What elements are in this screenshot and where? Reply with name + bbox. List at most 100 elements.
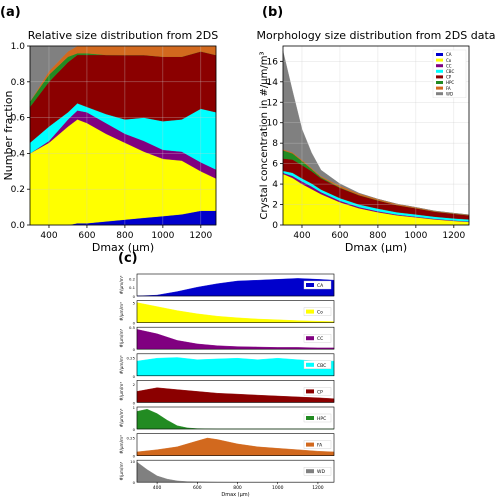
subplot-frame — [136, 406, 335, 430]
y-tick-label: 0.1 — [129, 285, 136, 290]
legend-swatch-hpc — [436, 81, 443, 84]
legend-label-co: Co — [446, 58, 452, 63]
y-tick-label: 0 — [133, 400, 136, 405]
y-tick-label: 0.4 — [11, 149, 26, 159]
subplot-ca: 0 0.1 0.2 CA #/μm/m³ — [119, 273, 335, 299]
chart-b: Morphology size distribution from 2DS da… — [256, 29, 495, 254]
y-tick-label: 16 — [267, 57, 279, 67]
legend-swatch-cc — [436, 64, 443, 68]
subplot-legend-swatch — [306, 389, 314, 394]
y-tick-label: 0 — [133, 427, 136, 432]
y-tick-label: 0 — [133, 294, 136, 299]
plot-frame — [282, 45, 470, 226]
series-area-cp — [136, 387, 335, 403]
x-tick-label: 600 — [78, 231, 95, 241]
y-tick-label: 0 — [272, 221, 278, 231]
y-tick-label: 5 — [133, 301, 136, 306]
y-tick-label: 0 — [133, 321, 136, 326]
x-tick-label: 800 — [369, 231, 386, 241]
chart-title: Relative size distribution from 2DS — [28, 29, 218, 42]
subplot-frame — [136, 273, 335, 297]
subplot-legend-label: CA — [317, 283, 324, 289]
subplot-cc: 0 0.5 CC #/μm/m³ — [119, 325, 335, 352]
y-tick-label: 14 — [267, 78, 279, 88]
subplot-y-label: #/μm/m³ — [119, 408, 124, 427]
y-tick-label: 0.25 — [127, 435, 136, 440]
subplot-legend-swatch — [306, 469, 314, 474]
y-tick-label: 0.2 — [11, 185, 25, 195]
y-tick-label: 0.8 — [11, 78, 26, 88]
subplot-hpc: 0 1 HPC #/μm/m³ — [119, 405, 335, 432]
series-area-cc — [136, 329, 335, 350]
subplot-legend-swatch — [306, 362, 314, 367]
x-tick-label: 800 — [233, 485, 242, 491]
subplot-legend-swatch — [306, 416, 314, 420]
subplot-y-label: #/μm/m³ — [119, 435, 124, 454]
legend-label-ca: CA — [446, 52, 452, 57]
subplot-legend-label: CC — [317, 336, 323, 342]
x-tick-label: 400 — [40, 231, 57, 241]
y-tick-label: 0.6 — [11, 114, 26, 124]
y-tick-label: 1.0 — [11, 42, 26, 52]
x-tick-label: 1200 — [312, 485, 324, 491]
x-tick-label: 400 — [293, 231, 310, 241]
chart-a: Relative size distribution from 2DS 400 60… — [2, 29, 218, 254]
subplot-legend-label: HPC — [317, 416, 326, 422]
legend-swatch-fa — [436, 86, 443, 90]
series-area-fa — [136, 437, 335, 456]
plot-frame — [29, 45, 217, 226]
subplot-legend-swatch — [306, 336, 314, 341]
y-axis-label: Number fraction — [2, 91, 15, 181]
subplot-co: 0 5 Co #/μm/m³ — [119, 300, 335, 326]
x-axis-label: Dmax (μm) — [221, 492, 249, 498]
subplot-legend-swatch — [306, 309, 314, 314]
x-tick-label: 1000 — [151, 231, 174, 241]
series-area-wd — [282, 51, 470, 215]
subplot-legend-box — [303, 467, 332, 476]
legend-swatch-co — [436, 58, 443, 62]
y-axis-label: Crystal concentration in #/μm/m³ — [259, 52, 270, 220]
x-tick-label: 1200 — [189, 231, 212, 241]
y-tick-label: 10 — [267, 119, 279, 129]
x-tick-label: 600 — [331, 231, 348, 241]
subplot-legend-swatch — [306, 442, 314, 447]
x-tick-label: 600 — [193, 485, 202, 491]
legend-swatch-cp — [436, 75, 443, 79]
legend-label-wd: WD — [446, 91, 453, 96]
x-tick-label: 1000 — [272, 485, 284, 491]
y-tick-label: 0.2 — [129, 276, 136, 281]
subplot-legend-label: WD — [317, 469, 325, 475]
subplot-wd: 0 10 WD #/μm/m³ — [119, 459, 335, 485]
legend-label-hpc: HPC — [446, 80, 454, 85]
subplot-y-label: #/μm/m³ — [119, 382, 124, 401]
y-tick-label: 0 — [133, 347, 136, 352]
y-tick-label: 0 — [133, 374, 136, 379]
y-tick-label: 8 — [272, 139, 278, 149]
y-tick-label: 0 — [133, 454, 136, 459]
subplot-legend-box — [303, 307, 332, 316]
subplot-legend-box — [303, 440, 332, 449]
chart-title: Morphology size distribution from 2DS da… — [256, 29, 495, 42]
subplot-frame — [136, 433, 335, 456]
x-tick-label: 400 — [153, 485, 162, 491]
subplot-legend-box — [303, 334, 332, 343]
y-tick-label: 10 — [130, 459, 135, 464]
subplot-frame — [136, 300, 335, 323]
panel-label-a: (a) — [0, 5, 21, 20]
subplot-legend-swatch — [306, 283, 314, 287]
subplot-fa: 0 0.25 FA #/μm/m³ — [119, 433, 335, 459]
subplot-y-label: #/μm/m³ — [119, 302, 124, 321]
legend-label-fa: FA — [446, 86, 451, 91]
x-tick-label: 800 — [116, 231, 133, 241]
legend-label-cp: CP — [446, 75, 452, 80]
subplot-y-label: #/μm/m³ — [119, 275, 124, 294]
y-tick-label: 4 — [272, 180, 278, 190]
x-tick-label: 1000 — [404, 231, 427, 241]
subplot-frame — [136, 326, 335, 350]
subplot-y-label: #/μm/m³ — [119, 328, 124, 347]
y-tick-label: 0.25 — [127, 355, 136, 360]
x-axis-label: Dmax (μm) — [345, 241, 407, 254]
y-tick-label: 12 — [267, 98, 278, 108]
subplot-legend-box — [303, 360, 332, 369]
subplot-legend-box — [303, 280, 332, 290]
